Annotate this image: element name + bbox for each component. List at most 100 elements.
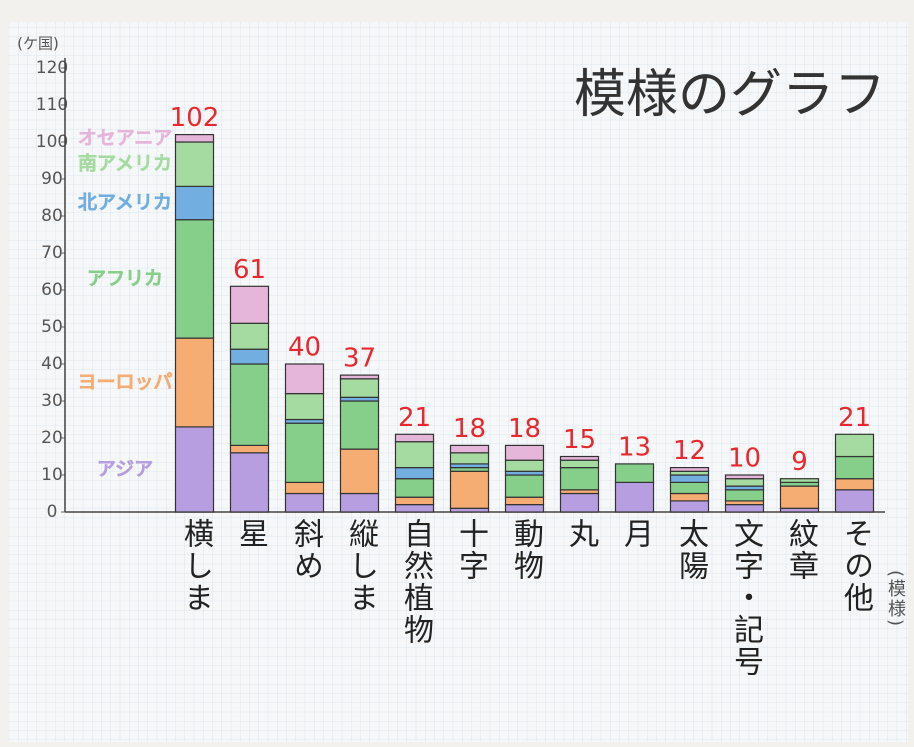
bar-segment xyxy=(834,433,875,458)
bar-segment xyxy=(669,481,710,495)
bar-segment xyxy=(559,459,600,469)
bar-segment xyxy=(394,467,435,480)
bar-segment xyxy=(174,141,215,188)
bar-segment xyxy=(284,481,325,495)
total-label: 37 xyxy=(343,344,376,374)
bar-segment xyxy=(229,363,270,447)
total-label: 21 xyxy=(838,403,871,433)
legend-label: 南アメリカ xyxy=(78,153,172,175)
y-tick-label: 70 xyxy=(41,243,63,263)
bar-segment xyxy=(724,478,765,487)
bar-segment xyxy=(504,459,545,472)
y-tick-label: 120 xyxy=(36,58,68,78)
bar-segment xyxy=(174,185,215,221)
bar-segment xyxy=(229,444,270,454)
y-tick-label: 10 xyxy=(41,465,63,485)
total-label: 40 xyxy=(288,333,321,363)
x-tick-label: 横しま xyxy=(178,518,214,614)
bar-segment xyxy=(339,492,380,513)
bar-segment xyxy=(284,492,325,513)
bar-segment xyxy=(779,485,820,509)
bar-segment xyxy=(449,470,490,509)
bar-segment xyxy=(284,393,325,421)
y-tick-label: 110 xyxy=(36,95,68,115)
legend-label: 北アメリカ xyxy=(78,192,172,214)
y-tick-label: 100 xyxy=(36,132,68,152)
x-tick-label: 縦しま xyxy=(343,518,378,614)
legend-label: ヨーロッパ xyxy=(77,371,172,393)
bar-segment xyxy=(724,489,765,502)
bar-segment xyxy=(174,219,215,339)
bar-segment xyxy=(724,474,765,480)
x-tick-label: その他 xyxy=(838,518,874,614)
bar-segment xyxy=(614,463,655,483)
total-label: 18 xyxy=(508,414,541,444)
bar-segment xyxy=(394,441,435,469)
x-tick-label: 月 xyxy=(618,518,654,550)
x-axis-label: (模様) xyxy=(885,570,906,628)
bar-segment xyxy=(834,478,875,491)
total-label: 15 xyxy=(563,425,596,455)
bar-segment xyxy=(504,504,545,513)
total-label: 102 xyxy=(170,103,220,133)
total-label: 9 xyxy=(791,447,808,477)
x-tick-label: 紋章 xyxy=(783,518,818,582)
y-tick-label: 80 xyxy=(41,206,63,226)
x-tick-label: 自然植物 xyxy=(398,518,434,646)
bar-segment xyxy=(284,363,325,395)
bar-segment xyxy=(174,134,215,143)
bar-segment xyxy=(229,285,270,324)
bar-segment xyxy=(834,455,875,480)
y-tick-label: 30 xyxy=(41,391,63,411)
bar-segment xyxy=(394,478,435,498)
x-tick-label: 十字 xyxy=(453,518,488,582)
legend-label: オセアニア xyxy=(78,127,173,149)
y-tick-label: 20 xyxy=(41,428,63,448)
bar-segment xyxy=(449,452,490,465)
bar-segment xyxy=(559,492,600,513)
bar-segment xyxy=(669,474,710,484)
x-tick-label: 丸 xyxy=(563,518,599,550)
bar-segment xyxy=(504,474,545,498)
total-label: 10 xyxy=(728,444,761,474)
y-tick-label: 50 xyxy=(41,317,63,337)
legend-label: アフリカ xyxy=(87,267,163,289)
x-tick-label: 斜め xyxy=(288,518,324,582)
bar-segment xyxy=(339,448,380,495)
bar-segment xyxy=(339,374,380,380)
bar-segment xyxy=(394,433,435,443)
bar-segment xyxy=(669,500,710,513)
bar-segment xyxy=(834,489,875,513)
bar-segment xyxy=(284,422,325,484)
bar-segment xyxy=(229,322,270,350)
y-axis-label: (ケ国) xyxy=(17,35,59,53)
bar-segment xyxy=(614,481,655,513)
total-label: 13 xyxy=(618,432,651,462)
bar-segment xyxy=(559,467,600,491)
chart-title: 模様のグラフ xyxy=(574,65,886,125)
bar-segment xyxy=(559,455,600,461)
bar-segment xyxy=(174,337,215,428)
y-tick-label: 90 xyxy=(41,169,63,189)
bar-segment xyxy=(669,492,710,502)
bar-segment xyxy=(449,444,490,454)
bar-segment xyxy=(339,400,380,450)
bar-segment xyxy=(504,444,545,461)
bar-segment xyxy=(394,504,435,513)
bar-segment xyxy=(229,452,270,513)
y-tick-label: 40 xyxy=(41,354,63,374)
bar-segment xyxy=(779,478,820,484)
bar-segment xyxy=(394,496,435,506)
bar-segment xyxy=(174,426,215,513)
x-tick-label: 文字・記号 xyxy=(728,518,763,678)
total-label: 12 xyxy=(673,436,706,466)
legend-label: アジア xyxy=(97,458,153,480)
grid-paper xyxy=(8,22,908,742)
total-label: 61 xyxy=(233,255,266,285)
x-tick-label: 太陽 xyxy=(673,518,708,582)
y-tick-label: 0 xyxy=(47,502,58,522)
bar-segment xyxy=(669,467,710,472)
bar-segment xyxy=(229,348,270,365)
total-label: 21 xyxy=(398,403,431,433)
